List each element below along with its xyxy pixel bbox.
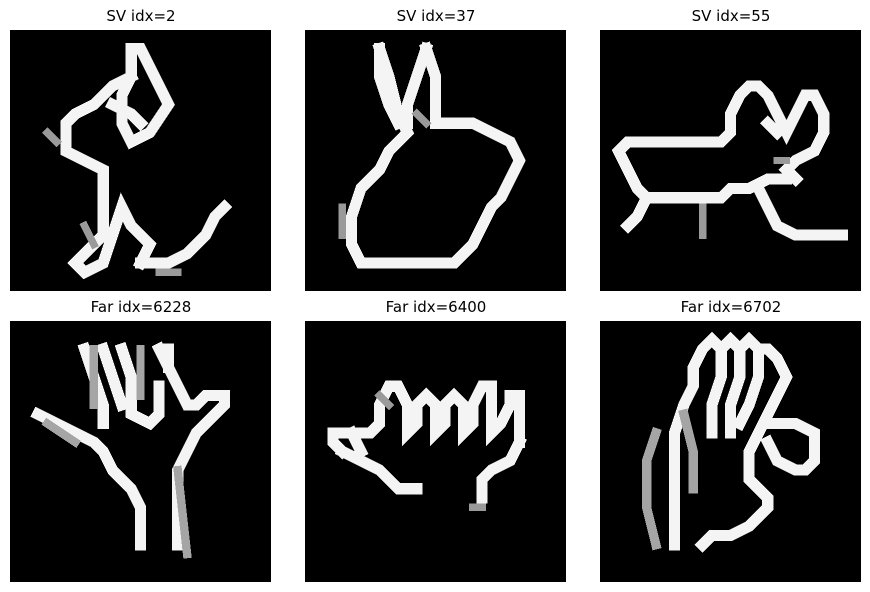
panel-title-sv-55: SV idx=55 — [691, 7, 771, 25]
panel-title-far-6400: Far idx=6400 — [385, 298, 487, 316]
panel-image-sv-55 — [600, 30, 861, 291]
panel-title-sv-37: SV idx=37 — [396, 7, 476, 25]
panel-title-sv-2: SV idx=2 — [106, 7, 176, 25]
panel-image-far-6228 — [10, 321, 271, 582]
panel-image-sv-2 — [10, 30, 271, 291]
panel-image-far-6702 — [600, 321, 861, 582]
panel-image-far-6400 — [305, 321, 566, 582]
panel-title-far-6702: Far idx=6702 — [680, 298, 782, 316]
panel-image-sv-37 — [305, 30, 566, 291]
panel-title-far-6228: Far idx=6228 — [90, 298, 192, 316]
